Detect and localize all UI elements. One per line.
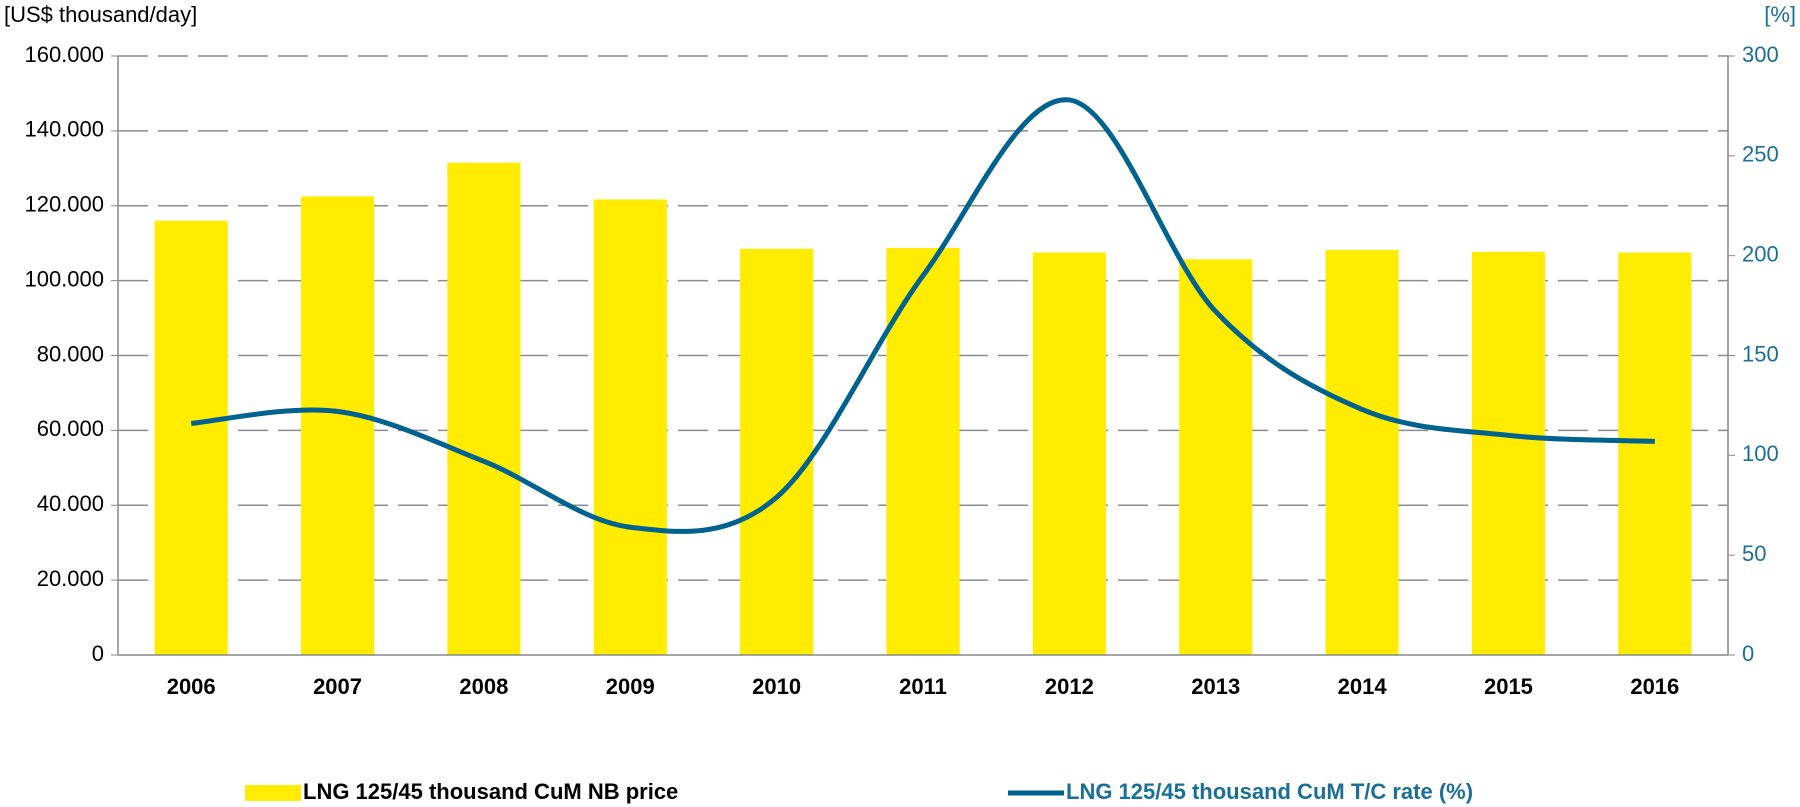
- y2-tick-label: 250: [1742, 142, 1779, 167]
- y2-tick-label: 200: [1742, 241, 1779, 266]
- y-tick-label: 80.000: [37, 341, 104, 366]
- x-tick-label: 2006: [167, 674, 216, 699]
- x-tick-label: 2010: [752, 674, 801, 699]
- legend-label: LNG 125/45 thousand CuM T/C rate (%): [1066, 779, 1473, 804]
- line: [190, 97, 1655, 534]
- bar: [1471, 251, 1546, 655]
- y2-tick-label: 50: [1742, 541, 1766, 566]
- y2-tick-label: 150: [1742, 341, 1779, 366]
- legend-label: LNG 125/45 thousand CuM NB price: [303, 779, 678, 804]
- y2-tick-label: 300: [1742, 42, 1779, 67]
- bar: [154, 220, 228, 655]
- x-tick-label: 2007: [313, 674, 362, 699]
- x-tick-label: 2015: [1484, 674, 1533, 699]
- y2-axis-label: [%]: [1764, 2, 1796, 27]
- legend-swatch: [245, 785, 301, 801]
- bar: [1032, 252, 1106, 655]
- y-tick-label: 160.000: [24, 42, 104, 67]
- y2-tick-label: 100: [1742, 441, 1779, 466]
- y-tick-label: 120.000: [24, 192, 104, 217]
- y-axis-label: [US$ thousand/day]: [4, 2, 197, 27]
- bar: [447, 162, 521, 655]
- x-tick-label: 2011: [899, 674, 947, 699]
- x-tick-label: 2016: [1630, 674, 1679, 699]
- bar: [886, 248, 960, 655]
- x-tick-label: 2013: [1191, 674, 1240, 699]
- y-tick-label: 60.000: [37, 416, 104, 441]
- x-tick-label: 2014: [1338, 674, 1388, 699]
- y-tick-label: 20.000: [37, 566, 104, 591]
- x-tick-label: 2012: [1045, 674, 1094, 699]
- y-tick-label: 40.000: [37, 491, 104, 516]
- bar: [593, 199, 667, 655]
- y2-tick-label: 0: [1742, 641, 1754, 666]
- y-tick-label: 100.000: [24, 266, 104, 291]
- bar: [1179, 259, 1253, 655]
- bar: [1618, 252, 1692, 655]
- x-tick-label: 2009: [606, 674, 655, 699]
- bar: [300, 196, 375, 655]
- bar: [740, 248, 814, 655]
- x-tick-label: 2008: [459, 674, 508, 699]
- y-tick-label: 0: [92, 641, 104, 666]
- y-tick-label: 140.000: [24, 117, 104, 142]
- bar: [1325, 249, 1399, 655]
